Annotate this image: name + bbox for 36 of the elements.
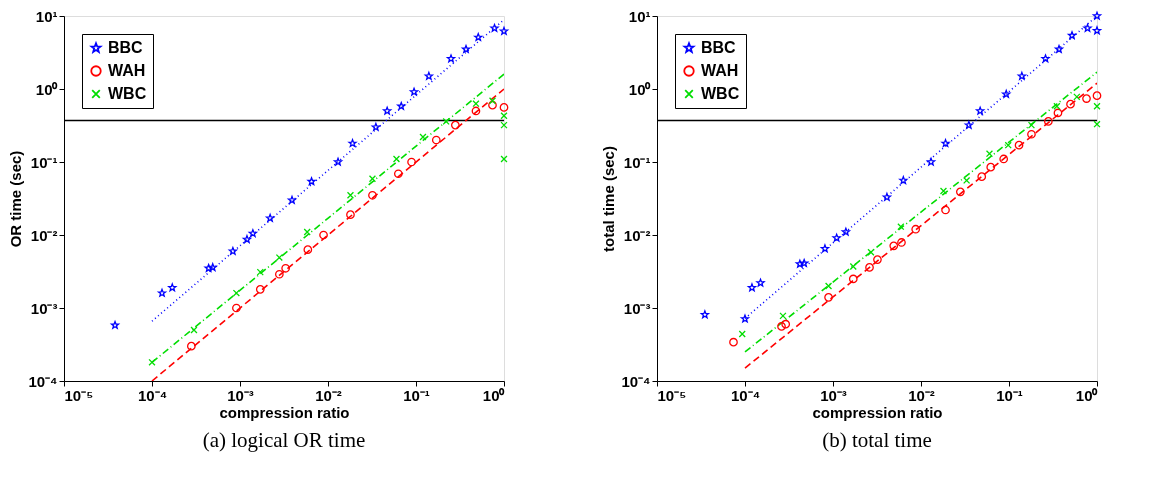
legend-label: WAH [108, 62, 146, 79]
x-tick-label: 10⁻⁵ [64, 386, 94, 404]
x-tick-label: 10⁰ [482, 386, 506, 404]
y-axis-title: OR time (sec) [7, 150, 25, 248]
y-tick-label: 10⁻² [623, 226, 651, 244]
x-axis-title: compression ratio [812, 403, 943, 421]
x-tick-label: 10⁻² [315, 386, 342, 404]
y-tick-label: 10¹ [628, 7, 651, 25]
y-tick-label: 10⁰ [35, 80, 59, 98]
legend-label: BBC [108, 39, 144, 56]
x-tick-label: 10⁻⁴ [730, 386, 761, 404]
x-tick-label: 10⁻² [908, 386, 935, 404]
legend-label: WBC [701, 85, 740, 102]
y-tick-label: 10⁻¹ [623, 153, 651, 171]
y-tick-label: 10⁻⁴ [621, 372, 651, 390]
x-tick-label: 10⁻³ [227, 386, 254, 404]
y-tick-label: 10⁻² [30, 226, 58, 244]
y-tick-label: 10⁻¹ [30, 153, 58, 171]
legend-label: WAH [701, 62, 739, 79]
y-tick-label: 10⁰ [628, 80, 652, 98]
y-tick-label: 10⁻³ [30, 299, 58, 317]
x-tick-label: 10⁻³ [820, 386, 847, 404]
y-tick-label: 10¹ [35, 7, 58, 25]
legend-label: BBC [701, 39, 737, 56]
legend-label: WBC [108, 85, 147, 102]
y-axis-title: total time (sec) [600, 146, 618, 252]
y-tick-label: 10⁻⁴ [28, 372, 58, 390]
x-tick-label: 10⁻¹ [996, 386, 1023, 404]
text: (a) logical OR time [202, 428, 366, 452]
y-tick-label: 10⁻³ [623, 299, 651, 317]
x-tick-label: 10⁻⁵ [657, 386, 687, 404]
x-tick-label: 10⁻¹ [403, 386, 430, 404]
x-tick-label: 10⁰ [1075, 386, 1099, 404]
x-tick-label: 10⁻⁴ [137, 386, 168, 404]
text: (b) total time [822, 428, 932, 452]
x-axis-title: compression ratio [219, 403, 350, 421]
